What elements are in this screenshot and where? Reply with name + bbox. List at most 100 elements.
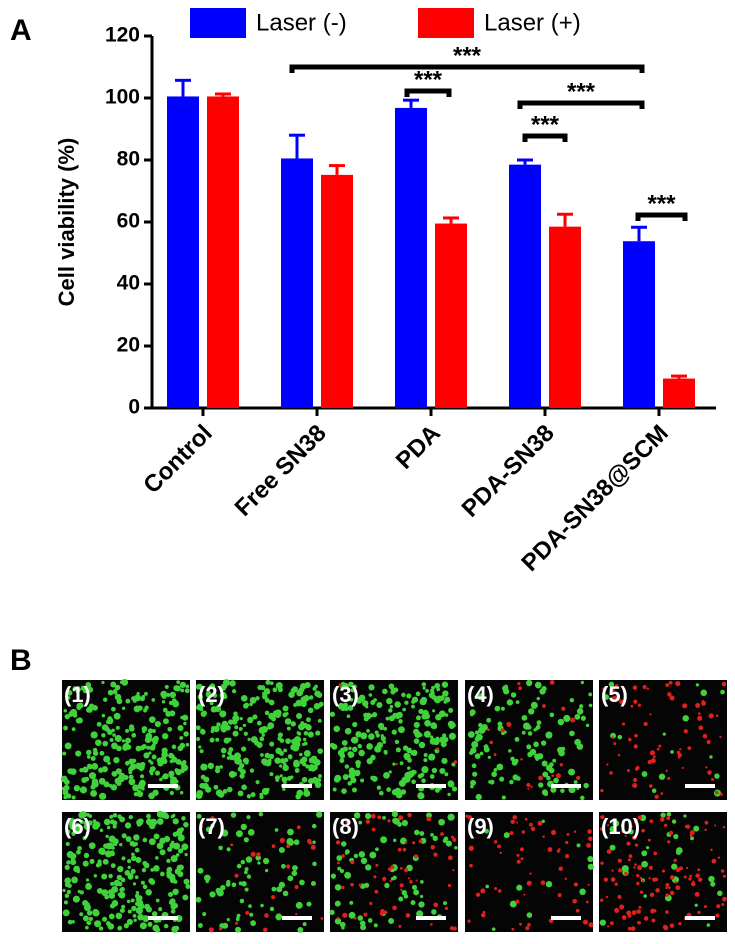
cell-dead [565,840,569,845]
cell-live [330,873,337,879]
cell-live [285,738,291,744]
cell-dead [521,830,526,834]
cell-live [150,868,154,872]
cell-live [154,720,161,728]
cell-live [71,831,76,836]
cell-live [240,695,248,702]
cell-live [541,685,547,692]
cell-live [418,708,424,715]
cell-live [96,887,103,894]
cell-live [557,718,565,726]
cell-live [444,696,451,703]
cell-live [348,772,356,779]
cell-dead [320,917,324,920]
cell-live [274,775,281,781]
cell-live [429,774,435,779]
cell-dead [208,927,214,933]
cell-live [560,788,565,793]
cell-live [216,889,224,897]
y-tick-label: 120 [105,24,140,47]
cell-dead [557,893,562,898]
cell-live [239,773,245,779]
cell-dead [447,855,453,861]
cell-live [279,764,283,768]
cell-dead [626,841,631,846]
cell-live [116,874,123,881]
cell-dead [637,815,642,820]
cell-dead [588,922,594,928]
cell-live [436,695,443,702]
cell-live [163,923,169,929]
cell-live [204,786,212,793]
cell-live [148,751,152,755]
cell-live [177,848,184,854]
cell-live [287,754,293,759]
legend-label: Laser (-) [256,9,347,36]
cell-dead [643,722,648,727]
cell-live [641,850,648,857]
cell-live [443,901,447,906]
cell-live [283,762,287,766]
cell-live [529,748,537,756]
cell-dead [587,883,590,886]
cell-live [360,857,368,865]
cell-dead [540,880,546,886]
cell-live [292,744,300,752]
cell-live [105,834,109,839]
cell-dead [527,787,530,790]
cell-dead [599,815,603,819]
cell-live [257,684,263,691]
cell-dead [631,835,637,840]
cell-live [486,717,492,723]
cell-dead [628,854,633,859]
cell-live [181,764,189,772]
cell-dead [397,847,402,852]
cell-live [485,884,490,889]
cell-live [162,707,168,713]
cell-live [395,747,401,753]
cell-dead [515,899,520,904]
cell-live [527,731,533,736]
cell-live [545,731,553,739]
cell-live [226,756,231,760]
cell-live [358,749,365,757]
cell-live [303,741,308,746]
cell-dead [245,910,250,915]
cell-dead [660,792,664,795]
cell-live [138,763,143,768]
cell-live [388,715,395,722]
cell-live [484,828,489,834]
cell-live [90,731,98,739]
cell-live [389,685,394,690]
panel-label: B [10,644,32,677]
cell-live [706,923,711,927]
bar [321,174,353,408]
error-bar [631,225,647,242]
cell-live [317,778,322,782]
panel-label: A [10,14,32,47]
cell-live [62,888,66,893]
cell-live [172,818,179,825]
cell-dead [509,831,514,836]
cell-dead [600,827,604,831]
cell-live [113,757,120,764]
legend-swatch [190,8,246,38]
cell-live [98,926,104,931]
cell-live [183,878,190,885]
cell-live [262,857,270,865]
cell-live [215,789,223,797]
cell-dead [256,852,261,857]
cell-dead [538,775,543,781]
cell-live [223,682,228,686]
significance-bracket [404,88,452,97]
cell-live [355,731,362,738]
cell-live [124,742,129,748]
tile-label: (5) [601,682,628,707]
cell-live [478,726,486,734]
cell-live [112,838,119,845]
cell-live [210,706,218,713]
cell-dead [665,883,670,887]
y-axis-label: Cell viability (%) [54,138,79,307]
cell-live [110,706,116,712]
cell-live [152,924,160,932]
